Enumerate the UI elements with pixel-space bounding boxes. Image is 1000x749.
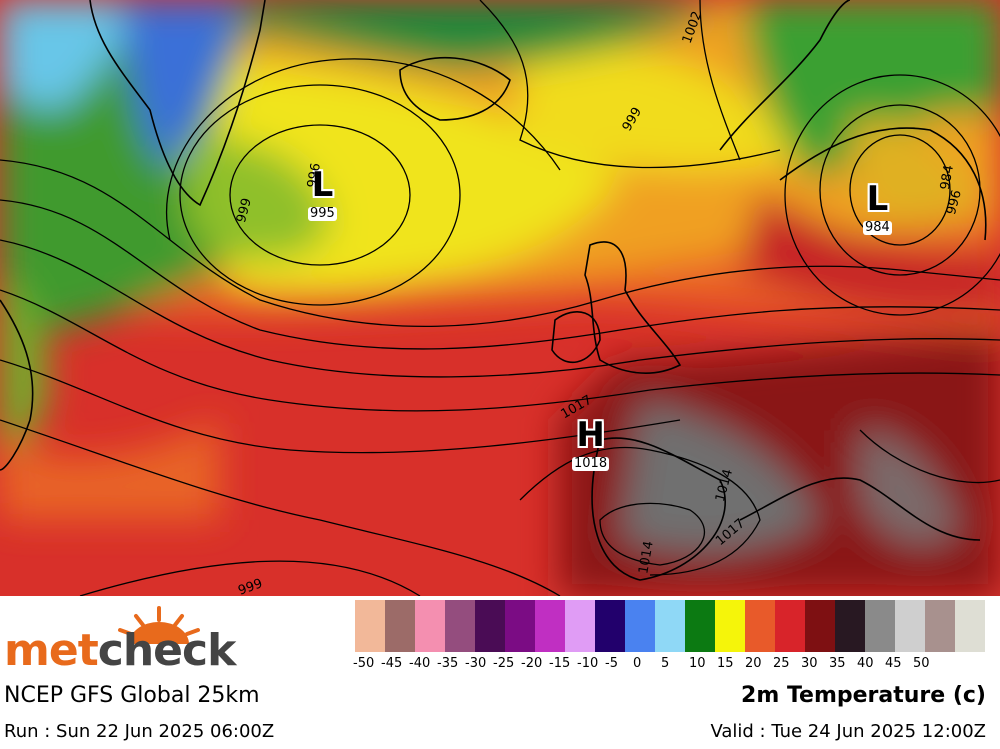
- high-pressure-value: 1018: [572, 456, 610, 471]
- temperature-map: L 995 L 984 H 1018 1002 999 999 996 1017…: [0, 0, 1000, 596]
- scale-swatch: [925, 600, 955, 652]
- scale-tick-label: 30: [801, 656, 818, 671]
- scale-tick-label: 10: [689, 656, 706, 671]
- scale-swatch: [865, 600, 895, 652]
- scale-swatch: [595, 600, 625, 652]
- scale-swatch: [955, 600, 985, 652]
- scale-tick-label: 0: [633, 656, 642, 671]
- scale-swatch: [535, 600, 565, 652]
- scale-swatch: [445, 600, 475, 652]
- scale-swatch: [775, 600, 805, 652]
- scale-swatch: [415, 600, 445, 652]
- scale-swatch: [835, 600, 865, 652]
- scale-tick-label: 35: [829, 656, 846, 671]
- run-time: Run : Sun 22 Jun 2025 06:00Z: [4, 721, 275, 742]
- scale-tick-label: -10: [577, 656, 599, 671]
- low-pressure-marker: L 984: [863, 182, 892, 235]
- logo-check: check: [97, 625, 237, 676]
- scale-swatch: [685, 600, 715, 652]
- scale-swatch: [895, 600, 925, 652]
- scale-swatch: [625, 600, 655, 652]
- scale-swatch: [565, 600, 595, 652]
- scale-swatch: [745, 600, 775, 652]
- scale-tick-label: -35: [437, 656, 459, 671]
- scale-swatch: [475, 600, 505, 652]
- low-pressure-value: 984: [863, 220, 892, 235]
- scale-tick-label: 40: [857, 656, 874, 671]
- sun-logo-icon: [118, 606, 200, 644]
- scale-tick-label: 15: [717, 656, 734, 671]
- low-letter: L: [866, 179, 889, 219]
- temperature-scale-labels: -50 -45 -40 -35 -30 -25 -20 -15 -10 -5 0 5 10 15 20 25 3…: [353, 656, 985, 672]
- scale-tick-label: 45: [885, 656, 902, 671]
- scale-tick-label: -50: [353, 656, 375, 671]
- scale-swatch: [715, 600, 745, 652]
- low-letter: L: [311, 165, 334, 205]
- chart-title: 2m Temperature (c): [741, 683, 986, 708]
- scale-tick-label: -25: [493, 656, 515, 671]
- logo-met: met: [4, 625, 99, 676]
- scale-tick-label: 20: [745, 656, 762, 671]
- model-name: NCEP GFS Global 25km: [4, 683, 260, 708]
- scale-tick-label: -20: [521, 656, 543, 671]
- scale-tick-label: 5: [661, 656, 670, 671]
- scale-swatch: [505, 600, 535, 652]
- scale-tick-label: 50: [913, 656, 930, 671]
- scale-tick-label: -5: [605, 656, 618, 671]
- low-pressure-marker: L 995: [308, 168, 337, 221]
- scale-tick-label: -40: [409, 656, 431, 671]
- valid-time: Valid : Tue 24 Jun 2025 12:00Z: [710, 721, 986, 742]
- low-pressure-value: 995: [308, 206, 337, 221]
- metcheck-logo[interactable]: metcheck: [4, 625, 237, 676]
- scale-swatch: [355, 600, 385, 652]
- scale-swatch: [655, 600, 685, 652]
- temperature-color-scale: [355, 600, 985, 655]
- high-pressure-marker: H 1018: [572, 415, 610, 471]
- scale-swatch: [805, 600, 835, 652]
- scale-tick-label: -45: [381, 656, 403, 671]
- high-letter: H: [576, 415, 605, 455]
- scale-swatch: [385, 600, 415, 652]
- scale-tick-label: 25: [773, 656, 790, 671]
- scale-tick-label: -15: [549, 656, 571, 671]
- scale-tick-label: -30: [465, 656, 487, 671]
